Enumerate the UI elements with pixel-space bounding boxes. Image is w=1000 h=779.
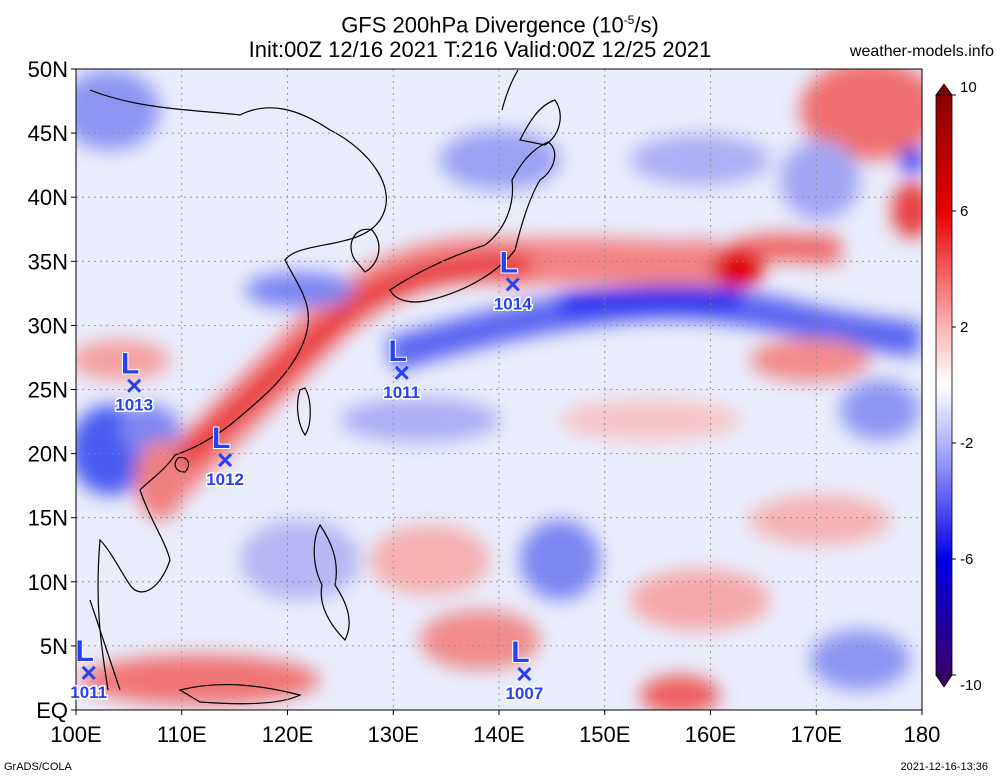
colorbar-label: 2 (960, 319, 968, 336)
lat-tick-label: EQ (36, 698, 68, 723)
colorbar-label: 10 (960, 79, 977, 96)
lon-tick-label: 130E (368, 722, 419, 747)
lon-tick-label: 180 (904, 722, 941, 747)
lon-tick-label: 170E (791, 722, 842, 747)
lon-tick-label: 140E (473, 722, 524, 747)
low-pressure-value: 1014 (494, 294, 532, 313)
lat-tick-label: 50N (28, 57, 68, 82)
colorbar: 10 6 2 -2 -6 -10 (935, 79, 982, 694)
low-pressure-value: 1007 (505, 684, 543, 703)
low-pressure-markers: L 1014 L 1011 L 1013 L 1012 L 1011 L 1007 (69, 245, 545, 705)
low-pressure-value: 1013 (115, 396, 153, 415)
low-pressure-value: 1011 (383, 383, 420, 402)
lat-tick-label: 30N (28, 313, 68, 338)
low-marker: L 1007 (504, 635, 545, 705)
low-symbol: L (76, 635, 94, 668)
lat-tick-label: 10N (28, 570, 68, 595)
low-symbol: L (212, 422, 230, 455)
low-center-x (81, 665, 96, 680)
low-center-x (517, 667, 532, 682)
lat-lon-grid (76, 69, 922, 710)
map-subtitle: Init:00Z 12/16 2021 T:216 Valid:00Z 12/2… (248, 37, 712, 62)
low-center-x (127, 378, 142, 393)
coastlines (89, 69, 561, 705)
colorbar-label: -10 (960, 677, 982, 694)
grads-credit: GrADS/COLA (4, 761, 72, 773)
lon-tick-label: 150E (579, 722, 630, 747)
colorbar-bottom-cap (935, 674, 953, 688)
lon-tick-label: 120E (262, 722, 313, 747)
low-symbol: L (389, 335, 407, 368)
low-symbol: L (121, 348, 139, 381)
generation-timestamp: 2021-12-16-13:36 (900, 761, 988, 773)
colorbar-label: -6 (960, 551, 973, 568)
low-symbol: L (500, 246, 518, 279)
map-title: GFS 200hPa Divergence (10-5/s) (341, 12, 659, 38)
lat-tick-label: 5N (40, 634, 68, 659)
lat-tick-label: 45N (28, 121, 68, 146)
lat-tick-label: 40N (28, 185, 68, 210)
site-credit: weather-models.info (849, 43, 994, 60)
colorbar-gradient (935, 94, 953, 676)
colorbar-label: 6 (960, 203, 968, 220)
low-marker: L 1014 (492, 245, 533, 315)
low-symbol: L (511, 636, 529, 669)
low-marker: L 1012 (205, 421, 246, 491)
low-pressure-value: 1011 (70, 683, 107, 702)
lon-tick-label: 160E (685, 722, 736, 747)
lat-tick-label: 35N (28, 249, 68, 274)
low-marker: L 1011 (382, 334, 422, 404)
low-pressure-value: 1012 (206, 470, 244, 489)
low-center-x (218, 452, 233, 468)
lon-tick-label: 100E (50, 722, 101, 747)
low-center-x (505, 277, 520, 292)
low-marker: L 1013 (114, 347, 155, 417)
lat-tick-label: 15N (28, 506, 68, 531)
lon-tick-labels: 100E 110E 120E 130E 140E 150E 160E 170E 180 (50, 710, 940, 747)
lat-tick-labels: EQ 5N 10N 15N 20N 25N 30N 35N 40N 45N 50N (28, 57, 76, 723)
lon-tick-label: 110E (157, 722, 207, 747)
lat-tick-label: 25N (28, 378, 68, 403)
low-marker: L 1011 (69, 634, 109, 704)
low-center-x (394, 365, 409, 380)
lat-tick-label: 20N (28, 442, 68, 467)
colorbar-top-cap (935, 83, 953, 96)
colorbar-label: -2 (960, 435, 973, 452)
divergence-field (76, 69, 922, 710)
